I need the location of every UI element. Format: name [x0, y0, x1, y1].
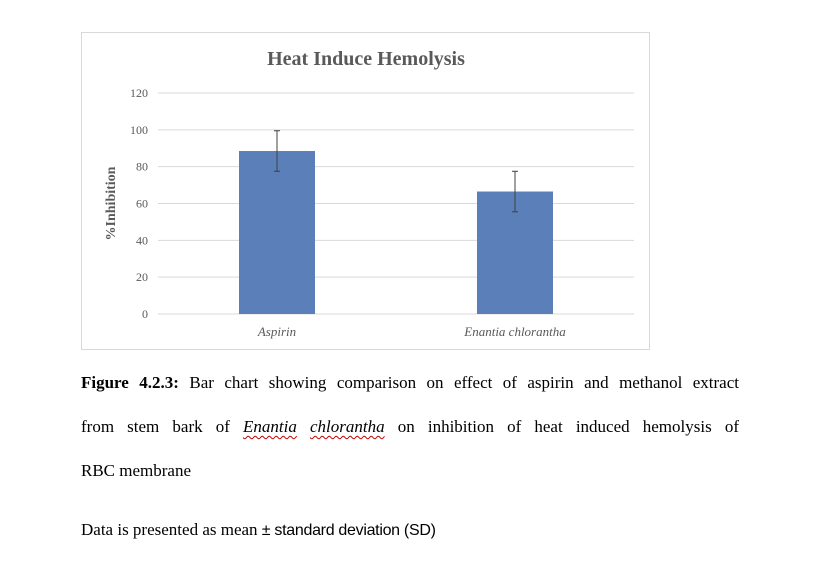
- y-tick-label: 20: [136, 270, 148, 284]
- x-tick-label: Aspirin: [257, 324, 296, 339]
- chart-title: Heat Induce Hemolysis: [267, 48, 465, 70]
- figure-caption-line-3: RBC membrane: [81, 460, 739, 482]
- bar: [239, 151, 315, 314]
- caption-text-2a: from stem bark of: [81, 417, 244, 436]
- y-tick-label: 100: [130, 123, 148, 137]
- x-tick-label: Enantia chlorantha: [463, 324, 566, 339]
- y-tick-label: 0: [142, 307, 148, 321]
- figure-caption-line-2: from stem bark of Enantia chlorantha on …: [81, 416, 739, 438]
- species-genus: Enantia: [243, 417, 297, 436]
- data-note: Data is presented as mean ± standard dev…: [81, 519, 436, 542]
- chart-container: Heat Induce Hemolysis 0 20 40 60 80 100 120 %Inh…: [81, 32, 650, 350]
- y-tick-label: 80: [136, 160, 148, 174]
- y-tick-label: 60: [136, 197, 148, 211]
- caption-text-1: Bar chart showing comparison on effect o…: [178, 373, 739, 392]
- caption-text-2b: on inhibition of heat induced hemolysis …: [384, 417, 739, 436]
- y-tick-label: 120: [130, 86, 148, 100]
- caption-text-3: RBC membrane: [81, 461, 192, 480]
- figure-label: Figure 4.2.3:: [81, 373, 179, 392]
- y-axis-label: %Inhibition: [104, 166, 119, 240]
- figure-caption-line-1: Figure 4.2.3: Bar chart showing comparis…: [81, 372, 739, 394]
- note-text: Data is presented as mean: [81, 520, 262, 539]
- species-epithet: chlorantha: [310, 417, 385, 436]
- note-sd-text: ± standard deviation (SD): [261, 522, 436, 539]
- y-tick-label: 40: [136, 233, 148, 247]
- bar-chart: Heat Induce Hemolysis 0 20 40 60 80 100 120 %Inh…: [104, 48, 634, 339]
